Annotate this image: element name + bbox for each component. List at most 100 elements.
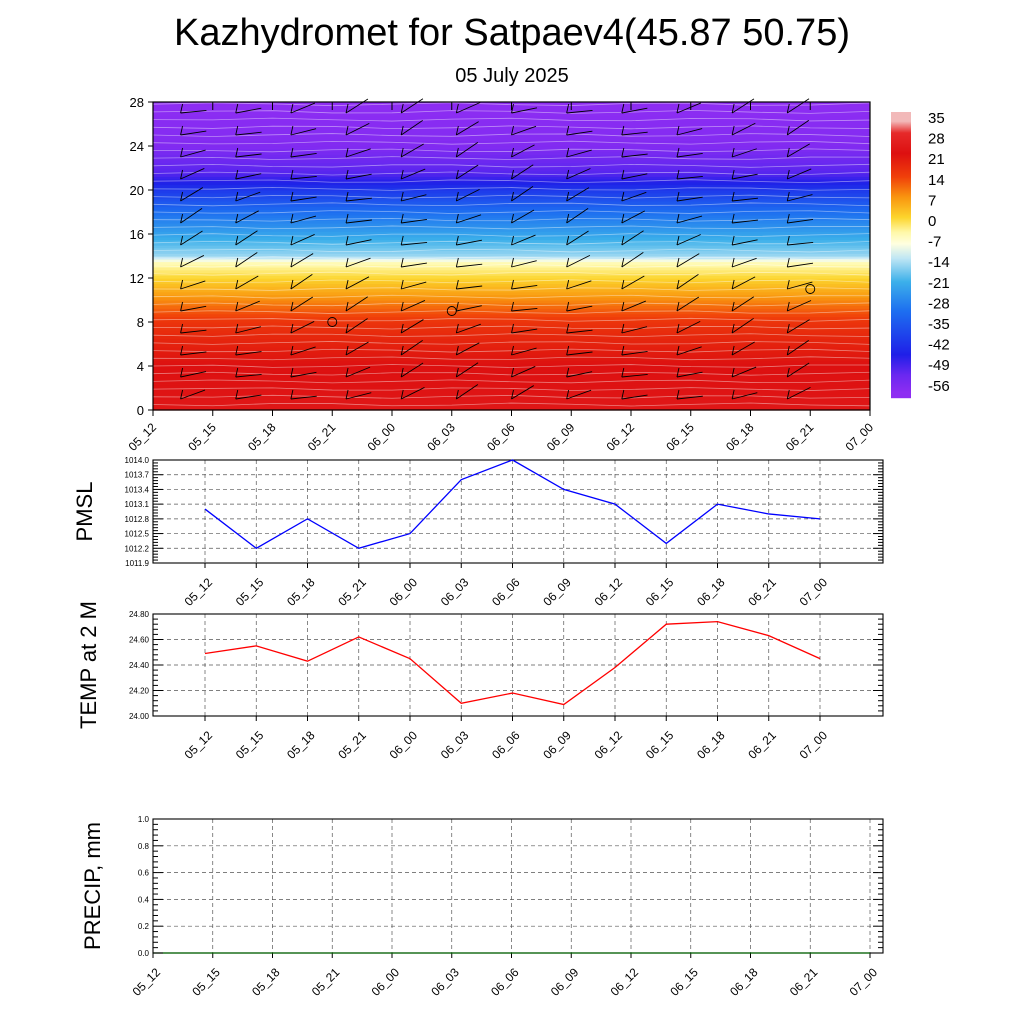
wind-barb-feather bbox=[566, 169, 570, 180]
wind-barb-feather bbox=[676, 301, 680, 312]
colorbar-segment bbox=[891, 288, 911, 290]
wind-barb-feather bbox=[345, 323, 349, 334]
wind-barb-feather bbox=[455, 301, 459, 312]
temperature-band bbox=[153, 300, 870, 304]
colorbar-segment bbox=[891, 322, 911, 324]
wind-barb bbox=[180, 389, 206, 400]
wind-barb bbox=[290, 102, 316, 114]
wind-barb bbox=[621, 107, 648, 114]
temperature-band bbox=[153, 368, 870, 373]
colorbar-segment bbox=[891, 199, 911, 201]
colorbar-segment bbox=[891, 229, 911, 231]
temperature-band bbox=[153, 140, 870, 144]
isotherm-line bbox=[152, 387, 871, 391]
colorbar-segment bbox=[891, 280, 911, 282]
wind-barb-feather bbox=[621, 235, 625, 246]
wind-barb bbox=[290, 371, 317, 378]
colorbar-segment bbox=[891, 134, 911, 136]
wind-barb-feather bbox=[511, 345, 514, 356]
x-tick-label: 05_12 bbox=[182, 575, 216, 609]
y-tick-label: 8 bbox=[137, 315, 144, 330]
wind-barb-feather bbox=[400, 345, 404, 356]
isotherm-line bbox=[152, 341, 871, 345]
isotherm-line bbox=[152, 117, 871, 122]
x-tick-label: 06_06 bbox=[489, 728, 523, 762]
wind-barb bbox=[400, 143, 424, 158]
colorbar-segment bbox=[891, 274, 911, 276]
colorbar-segment bbox=[891, 184, 911, 186]
isotherm-line bbox=[152, 163, 871, 168]
colorbar-segment bbox=[891, 251, 911, 253]
wind-barb bbox=[456, 164, 479, 180]
wind-barb-feather bbox=[345, 213, 349, 224]
wind-barb bbox=[235, 153, 262, 158]
wind-barb-feather bbox=[511, 301, 514, 312]
colorbar-segment bbox=[891, 155, 911, 157]
colorbar-label: 7 bbox=[928, 192, 936, 209]
wind-barb-feather bbox=[455, 323, 459, 334]
wind-barb bbox=[511, 144, 535, 158]
colorbar-segment bbox=[891, 261, 911, 263]
colorbar-segment bbox=[891, 158, 911, 160]
colorbar-segment bbox=[891, 164, 911, 166]
wind-barb bbox=[400, 339, 423, 356]
colorbar-segment bbox=[891, 318, 911, 320]
wind-barb-feather bbox=[566, 345, 570, 356]
y-tick-label: 0 bbox=[137, 403, 144, 418]
colorbar-segment bbox=[891, 214, 911, 216]
wind-barb-feather bbox=[345, 279, 349, 290]
wind-barb bbox=[621, 131, 648, 136]
wind-barb bbox=[731, 257, 757, 268]
colorbar-segment bbox=[891, 268, 911, 270]
temperature-band bbox=[153, 159, 870, 164]
colorbar-segment bbox=[891, 369, 911, 371]
colorbar-label: -49 bbox=[928, 357, 950, 374]
colorbar-segment bbox=[891, 321, 911, 323]
wind-barb-feather bbox=[511, 213, 514, 224]
temperature-band bbox=[153, 195, 870, 199]
colorbar-segment bbox=[891, 231, 911, 233]
colorbar-segment bbox=[891, 130, 911, 132]
x-tick-label: 05_15 bbox=[233, 575, 267, 609]
temperature-band bbox=[153, 275, 870, 279]
colorbar-segment bbox=[891, 341, 911, 343]
wind-barb-feather bbox=[235, 147, 239, 158]
isotherm-line bbox=[152, 248, 871, 253]
x-tick-label: 06_12 bbox=[592, 575, 626, 609]
temperature-band bbox=[153, 239, 870, 243]
panel-frame bbox=[152, 818, 884, 954]
colorbar-segment bbox=[891, 335, 911, 337]
wind-barb-feather bbox=[511, 103, 514, 114]
wind-barb-feather bbox=[621, 169, 625, 180]
wind-barb-feather bbox=[290, 367, 294, 378]
x-tick-label: 07_00 bbox=[843, 420, 877, 454]
wind-barb bbox=[235, 107, 262, 114]
colorbar-segment bbox=[891, 347, 911, 349]
colorbar-segment bbox=[891, 252, 911, 254]
colorbar-segment bbox=[891, 198, 911, 200]
wind-barb bbox=[456, 141, 479, 158]
y-tick-label: 1013.7 bbox=[125, 471, 150, 480]
x-tick-label: 05_15 bbox=[189, 965, 223, 999]
colorbar-segment bbox=[891, 338, 911, 340]
temperature-band bbox=[153, 203, 870, 208]
wind-barb-feather bbox=[235, 389, 239, 400]
y-tick-label: 24.40 bbox=[129, 661, 150, 670]
wind-barb bbox=[511, 209, 535, 224]
colorbar-segment bbox=[891, 271, 911, 273]
colorbar-segment bbox=[891, 247, 911, 249]
wind-barb bbox=[456, 102, 481, 114]
wind-barb-feather bbox=[731, 169, 735, 180]
wind-barb-feather bbox=[566, 213, 570, 224]
wind-barb-feather bbox=[290, 279, 294, 290]
colorbar-segment bbox=[891, 262, 911, 264]
wind-barb-feather bbox=[786, 213, 790, 224]
colorbar-segment bbox=[891, 277, 911, 279]
wind-barb bbox=[787, 241, 814, 246]
wind-barb-feather bbox=[455, 213, 459, 224]
colorbar-segment bbox=[891, 186, 911, 188]
colorbar-segment bbox=[891, 162, 911, 164]
wind-barb bbox=[456, 188, 480, 202]
wind-barb bbox=[345, 197, 372, 202]
